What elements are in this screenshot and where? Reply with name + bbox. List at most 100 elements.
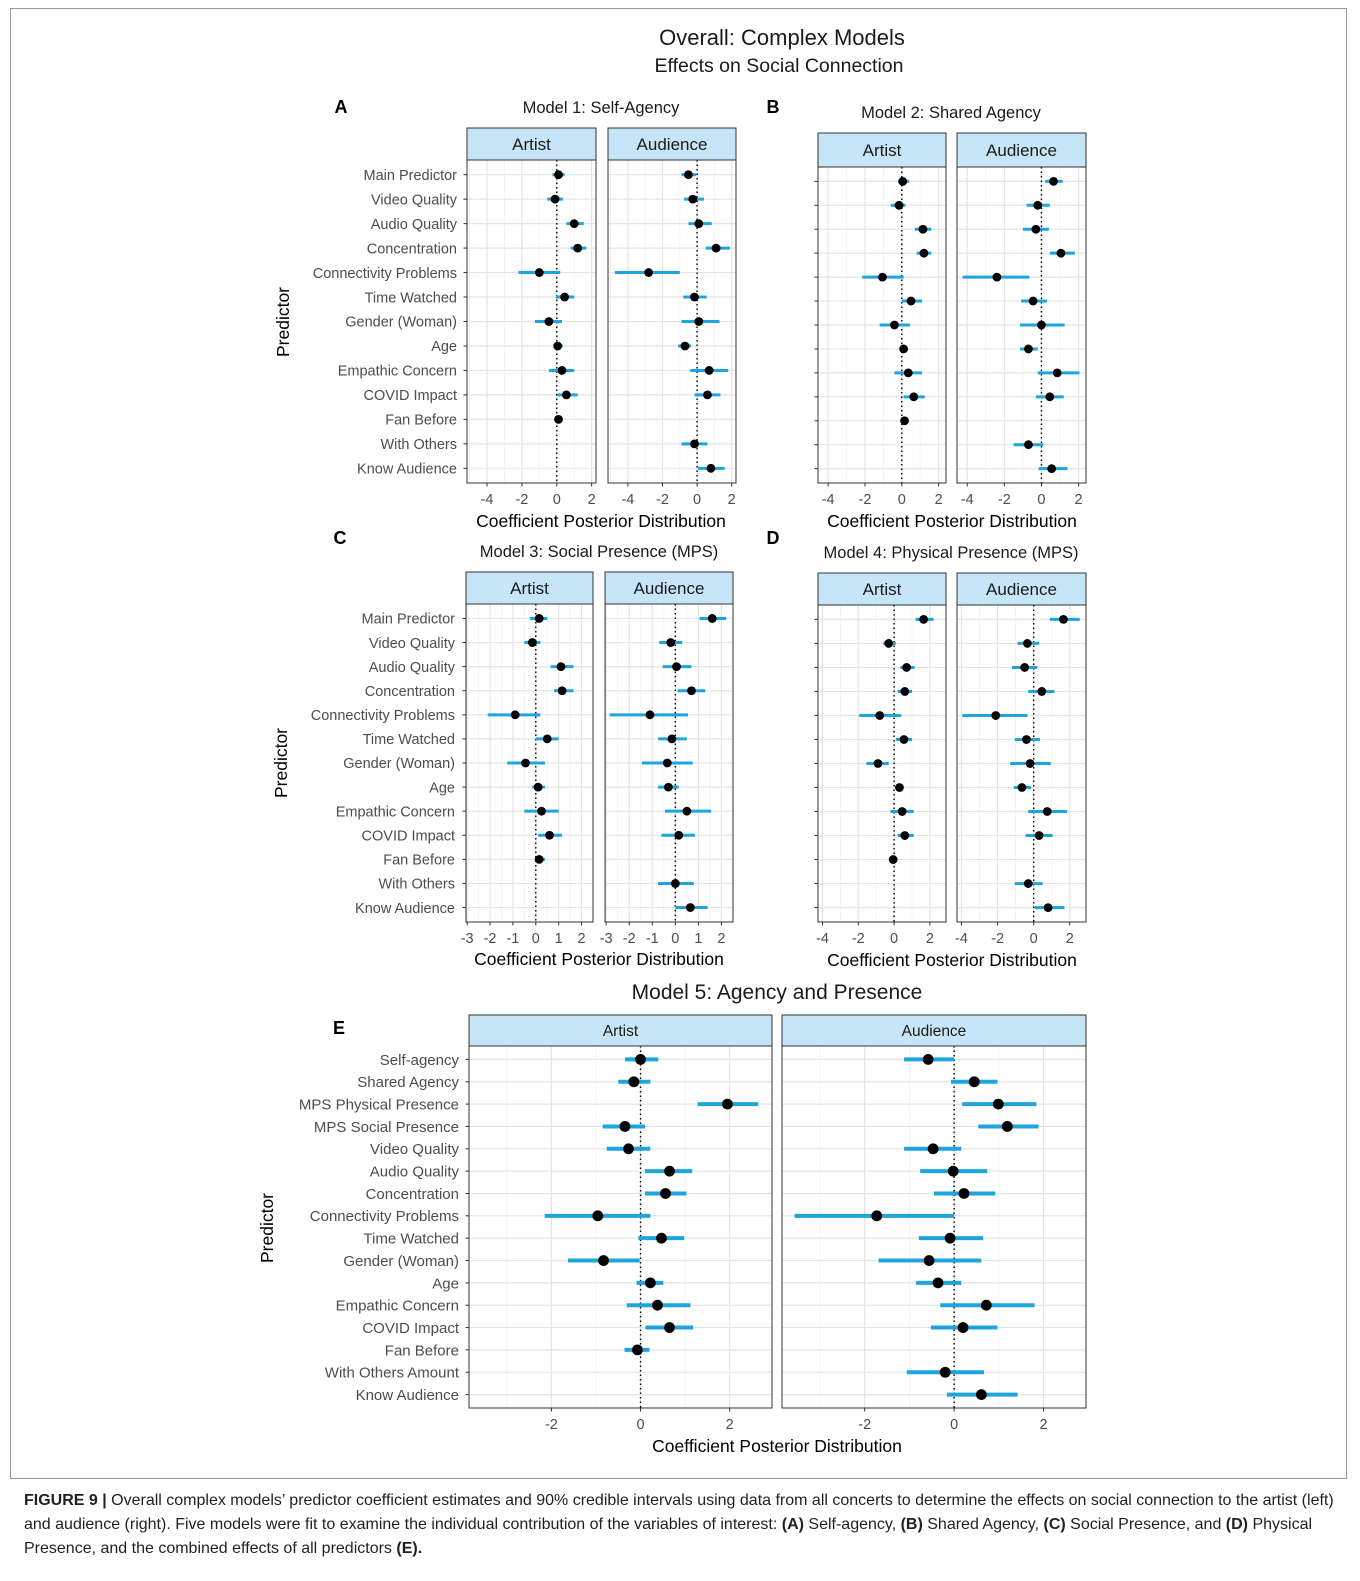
point-estimate [944, 1232, 956, 1244]
point-estimate [542, 734, 552, 744]
point-estimate [1045, 392, 1055, 402]
facet-artist: Artist -3 -2 -1 0 1 2 [461, 571, 594, 947]
x-tick-label: 0 [1037, 492, 1045, 508]
facet-audience: Audience -3 -2 -1 0 1 2 [600, 571, 734, 947]
x-tick-label: -2 [545, 1417, 558, 1433]
point-estimate [980, 1299, 992, 1311]
x-tick-label: -2 [656, 492, 669, 508]
facet-strip-label: Audience [637, 135, 708, 154]
point-estimate [684, 170, 693, 180]
caption-run: Overall complex models’ predictor coeffi… [24, 1492, 1334, 1533]
point-estimate [687, 686, 696, 696]
point-estimate [992, 272, 1002, 282]
point-estimate [903, 368, 913, 378]
point-estimate [635, 1054, 646, 1065]
point-estimate [871, 1210, 883, 1222]
point-estimate [947, 1165, 959, 1177]
point-estimate [690, 439, 699, 449]
point-estimate [1059, 615, 1068, 624]
facet-audience: Audience -4 -2 0 2 [607, 127, 737, 508]
point-estimate [534, 268, 544, 277]
panel-title: Model 1: Self-Agency [523, 99, 681, 117]
point-estimate [927, 1143, 939, 1155]
y-tick-label: Time Watched [363, 1231, 459, 1248]
facet-strip-label: Audience [634, 579, 705, 598]
x-tick-label: -2 [991, 931, 1004, 947]
facet-audience: Audience -4 -2 0 2 [955, 572, 1087, 947]
y-tick-label: Time Watched [365, 290, 457, 306]
point-estimate [991, 711, 1001, 720]
point-estimate [1024, 440, 1033, 450]
caption-run: Social Presence, and [1065, 1516, 1226, 1533]
y-tick-label: With Others [380, 437, 457, 453]
caption-run: Self-agency, [803, 1516, 901, 1533]
y-axis-title: Predictor [257, 1193, 277, 1263]
y-axis-title: Predictor [271, 728, 291, 798]
y-tick-label: Fan Before [383, 853, 455, 869]
point-estimate [1043, 903, 1053, 912]
point-estimate [992, 1098, 1004, 1110]
point-estimate [573, 243, 583, 253]
x-tick-label: -2 [998, 492, 1011, 508]
point-estimate [1017, 783, 1027, 792]
point-estimate [897, 807, 907, 816]
point-estimate [703, 390, 712, 400]
y-tick-label: Gender (Woman) [345, 315, 457, 331]
y-tick-label: MPS Social Presence [314, 1119, 459, 1136]
y-tick-label: Video Quality [370, 1141, 459, 1158]
point-estimate [619, 1121, 631, 1132]
point-estimate [680, 341, 690, 351]
point-estimate [900, 687, 910, 696]
x-tick-label: 0 [637, 1417, 645, 1433]
panel-letter: E [333, 1018, 345, 1038]
y-tick-label: MPS Physical Presence [299, 1096, 459, 1113]
caption-bold-run: (B) [900, 1516, 923, 1533]
point-estimate [554, 414, 563, 424]
y-tick-label: Concentration [367, 241, 457, 257]
x-tick-label: 0 [693, 492, 701, 508]
x-tick-label: -2 [484, 931, 497, 947]
y-tick-label: Age [429, 780, 455, 796]
caption-run: Shared Agency, [922, 1516, 1044, 1533]
caption-run: Physical Presence, and the combined effe… [24, 1516, 1313, 1557]
facet-strip-label: Artist [863, 141, 902, 160]
y-tick-label: COVID Impact [362, 1320, 460, 1337]
point-estimate [537, 806, 546, 816]
y-tick-label: Connectivity Problems [313, 266, 457, 282]
point-estimate [1031, 224, 1041, 234]
point-estimate [1042, 807, 1052, 816]
facet-audience: Audience -4 -2 0 2 [956, 132, 1087, 508]
plot-background [469, 1046, 772, 1408]
y-tick-label: Gender (Woman) [343, 756, 455, 772]
point-estimate [569, 219, 579, 229]
x-tick-label: 1 [694, 931, 702, 947]
y-tick-label: Main Predictor [362, 612, 456, 628]
y-tick-label: Audio Quality [370, 1164, 460, 1181]
y-tick-label: COVID Impact [364, 388, 457, 404]
point-estimate [878, 272, 887, 282]
x-tick-label: 2 [588, 492, 596, 508]
point-estimate [685, 903, 695, 912]
y-tick-label: Concentration [365, 684, 455, 700]
point-estimate [557, 366, 567, 375]
panel-border [468, 1045, 773, 1409]
facet-artist: Artist -4 -2 0 2 [817, 132, 947, 508]
x-tick-label: -4 [481, 492, 494, 508]
point-estimate [932, 1277, 944, 1289]
facet-strip-label: Artist [603, 1023, 639, 1040]
x-tick-label: 0 [898, 492, 906, 508]
facet-artist: Artist -2 0 2 [468, 1014, 773, 1433]
point-estimate [1047, 464, 1057, 474]
facet-strip-label: Artist [863, 580, 902, 599]
point-estimate [556, 662, 566, 672]
point-estimate [890, 320, 899, 330]
y-tick-label: Video Quality [371, 192, 458, 208]
facet-audience: Audience -2 0 2 [781, 1014, 1087, 1433]
point-estimate [645, 710, 655, 720]
point-estimate [1052, 368, 1062, 378]
x-tick-label: -2 [852, 931, 865, 947]
point-estimate [711, 243, 721, 253]
panel-letter: B [767, 97, 780, 117]
y-tick-label: Concentration [366, 1186, 459, 1203]
